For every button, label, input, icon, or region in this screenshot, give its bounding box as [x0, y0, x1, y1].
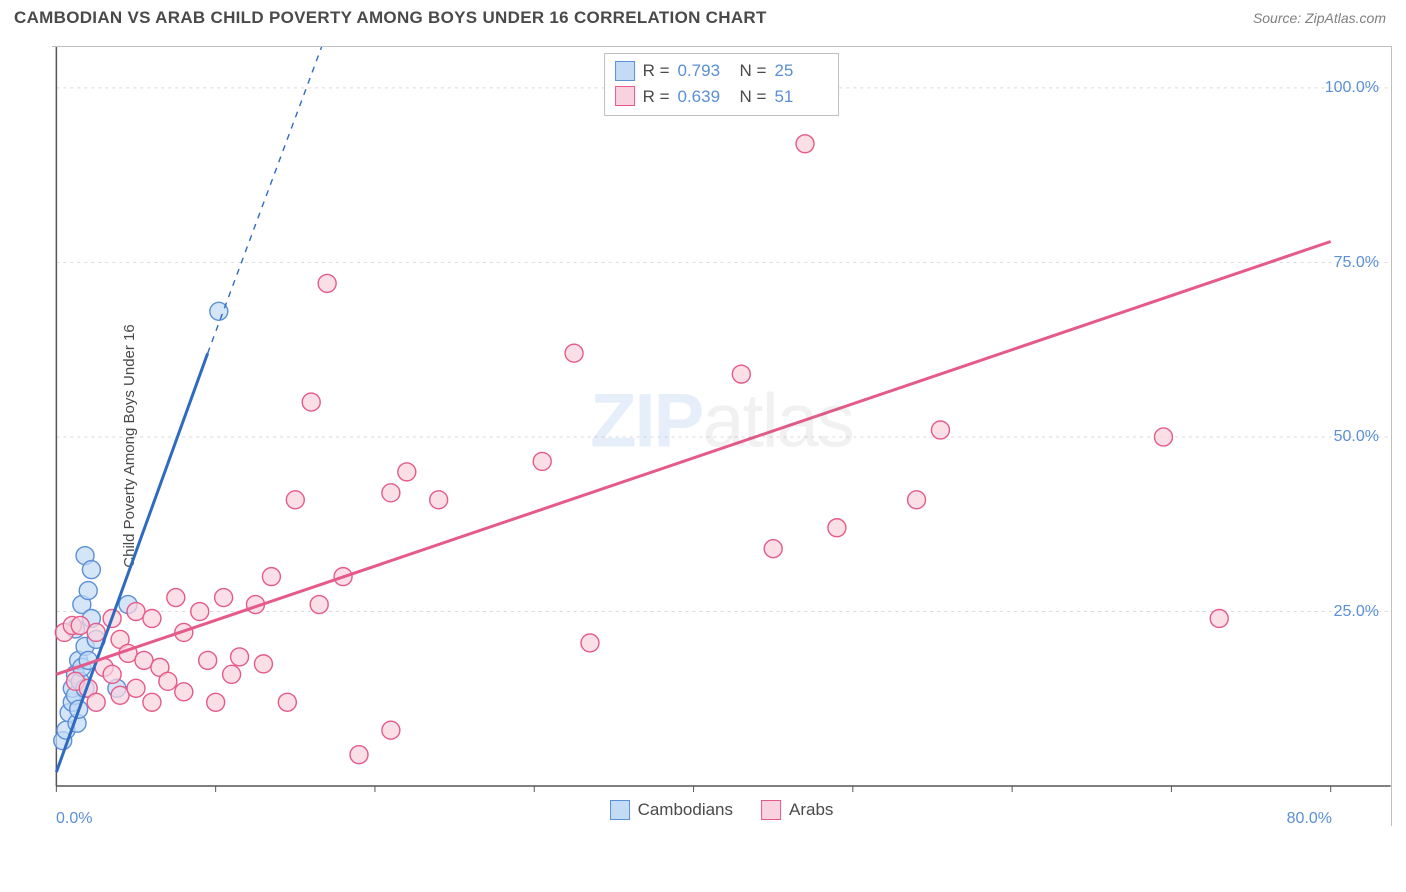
legend-row-cambodians: R = 0.793 N = 25 — [615, 58, 829, 84]
swatch-arabs — [615, 86, 635, 106]
swatch-arabs — [761, 800, 781, 820]
correlation-legend: R = 0.793 N = 25 R = 0.639 N = 51 — [604, 53, 840, 116]
legend-item-arabs: Arabs — [761, 800, 833, 820]
y-tick-label: 75.0% — [1334, 254, 1379, 272]
source-attribution: Source: ZipAtlas.com — [1253, 10, 1386, 26]
swatch-cambodians — [615, 61, 635, 81]
chart-title: CAMBODIAN VS ARAB CHILD POVERTY AMONG BO… — [14, 8, 767, 28]
x-tick-label: 0.0% — [56, 810, 92, 828]
y-tick-label: 25.0% — [1334, 603, 1379, 621]
series-legend: Cambodians Arabs — [610, 800, 834, 820]
y-tick-label: 50.0% — [1334, 428, 1379, 446]
x-tick-label: 80.0% — [1287, 810, 1332, 828]
swatch-cambodians — [610, 800, 630, 820]
plot-svg — [52, 47, 1391, 826]
y-tick-label: 100.0% — [1325, 79, 1379, 97]
scatter-chart: ZIPatlas R = 0.793 N = 25 R = 0.639 N = … — [52, 46, 1392, 826]
legend-item-cambodians: Cambodians — [610, 800, 733, 820]
legend-row-arabs: R = 0.639 N = 51 — [615, 84, 829, 110]
